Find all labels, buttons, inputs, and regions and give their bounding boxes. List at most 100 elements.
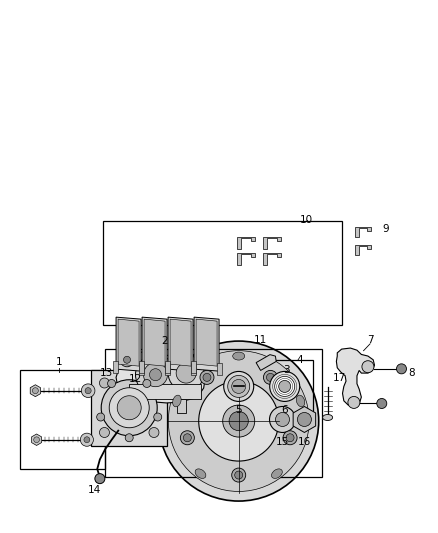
- Polygon shape: [170, 319, 191, 366]
- Polygon shape: [118, 319, 139, 366]
- Polygon shape: [263, 253, 281, 265]
- Circle shape: [229, 411, 248, 431]
- Circle shape: [275, 376, 295, 397]
- Bar: [191, 361, 196, 373]
- Bar: [217, 363, 222, 375]
- Text: 16: 16: [298, 438, 311, 447]
- Bar: [165, 361, 170, 373]
- Circle shape: [95, 474, 105, 483]
- Ellipse shape: [323, 415, 332, 421]
- Circle shape: [32, 387, 39, 394]
- Bar: [103, 221, 342, 325]
- Bar: [191, 363, 196, 375]
- Circle shape: [232, 468, 246, 482]
- Circle shape: [144, 362, 167, 387]
- Circle shape: [149, 427, 159, 438]
- Circle shape: [266, 374, 275, 382]
- Polygon shape: [194, 317, 219, 371]
- Circle shape: [108, 379, 116, 387]
- Text: 9: 9: [382, 224, 389, 234]
- Circle shape: [154, 413, 162, 421]
- Circle shape: [117, 395, 141, 420]
- Bar: [139, 361, 144, 373]
- Circle shape: [124, 356, 131, 364]
- Text: 13: 13: [100, 368, 113, 378]
- Circle shape: [101, 379, 157, 436]
- Polygon shape: [125, 399, 134, 413]
- Polygon shape: [336, 348, 374, 406]
- Polygon shape: [293, 407, 316, 432]
- Circle shape: [99, 427, 110, 438]
- Polygon shape: [142, 317, 167, 371]
- Polygon shape: [263, 237, 281, 249]
- Ellipse shape: [195, 469, 206, 479]
- Polygon shape: [237, 237, 254, 249]
- Circle shape: [228, 375, 250, 398]
- Circle shape: [159, 341, 319, 501]
- Text: 12: 12: [129, 375, 142, 384]
- Circle shape: [276, 413, 290, 426]
- Circle shape: [125, 434, 133, 442]
- Bar: [139, 363, 144, 375]
- Circle shape: [180, 431, 194, 445]
- Circle shape: [143, 379, 151, 387]
- Text: 5: 5: [235, 406, 242, 415]
- Circle shape: [200, 370, 214, 384]
- Circle shape: [80, 433, 93, 446]
- Circle shape: [97, 413, 105, 421]
- Bar: [113, 361, 118, 373]
- Polygon shape: [144, 319, 165, 366]
- Circle shape: [81, 384, 95, 398]
- Circle shape: [362, 361, 374, 373]
- Text: 17: 17: [333, 374, 346, 383]
- Bar: [219, 360, 313, 413]
- Polygon shape: [32, 434, 42, 446]
- Bar: [20, 370, 105, 469]
- Text: 7: 7: [367, 335, 374, 345]
- Bar: [91, 370, 167, 446]
- Polygon shape: [116, 352, 205, 403]
- Text: 4: 4: [297, 355, 304, 365]
- Circle shape: [377, 399, 387, 408]
- Bar: [165, 363, 170, 375]
- Circle shape: [396, 364, 406, 374]
- Polygon shape: [30, 385, 41, 397]
- Circle shape: [168, 351, 309, 491]
- Ellipse shape: [173, 395, 181, 407]
- Text: 10: 10: [300, 215, 313, 225]
- Circle shape: [199, 381, 279, 461]
- Text: 11: 11: [254, 335, 267, 345]
- Circle shape: [224, 372, 254, 401]
- Polygon shape: [177, 399, 186, 413]
- Polygon shape: [168, 317, 193, 371]
- Polygon shape: [196, 319, 217, 366]
- Circle shape: [149, 378, 159, 388]
- Text: 8: 8: [408, 368, 415, 378]
- Text: 6: 6: [281, 406, 288, 415]
- Circle shape: [263, 370, 277, 384]
- Circle shape: [297, 413, 311, 426]
- Bar: [129, 384, 201, 399]
- Circle shape: [223, 405, 255, 437]
- Circle shape: [176, 363, 196, 383]
- Circle shape: [84, 437, 90, 443]
- Ellipse shape: [296, 395, 305, 407]
- Text: 1: 1: [56, 358, 63, 367]
- Text: 3: 3: [283, 366, 290, 375]
- Circle shape: [235, 471, 243, 479]
- Bar: [105, 349, 322, 477]
- Circle shape: [348, 397, 360, 408]
- Text: 15: 15: [276, 438, 289, 447]
- Circle shape: [270, 372, 300, 401]
- Circle shape: [135, 354, 176, 395]
- Polygon shape: [355, 227, 371, 237]
- Circle shape: [232, 379, 246, 393]
- Circle shape: [85, 387, 91, 394]
- Ellipse shape: [233, 352, 245, 360]
- Polygon shape: [355, 245, 371, 255]
- Circle shape: [203, 374, 211, 382]
- Circle shape: [184, 434, 191, 442]
- Polygon shape: [237, 253, 254, 265]
- Circle shape: [99, 378, 110, 388]
- Circle shape: [269, 407, 296, 432]
